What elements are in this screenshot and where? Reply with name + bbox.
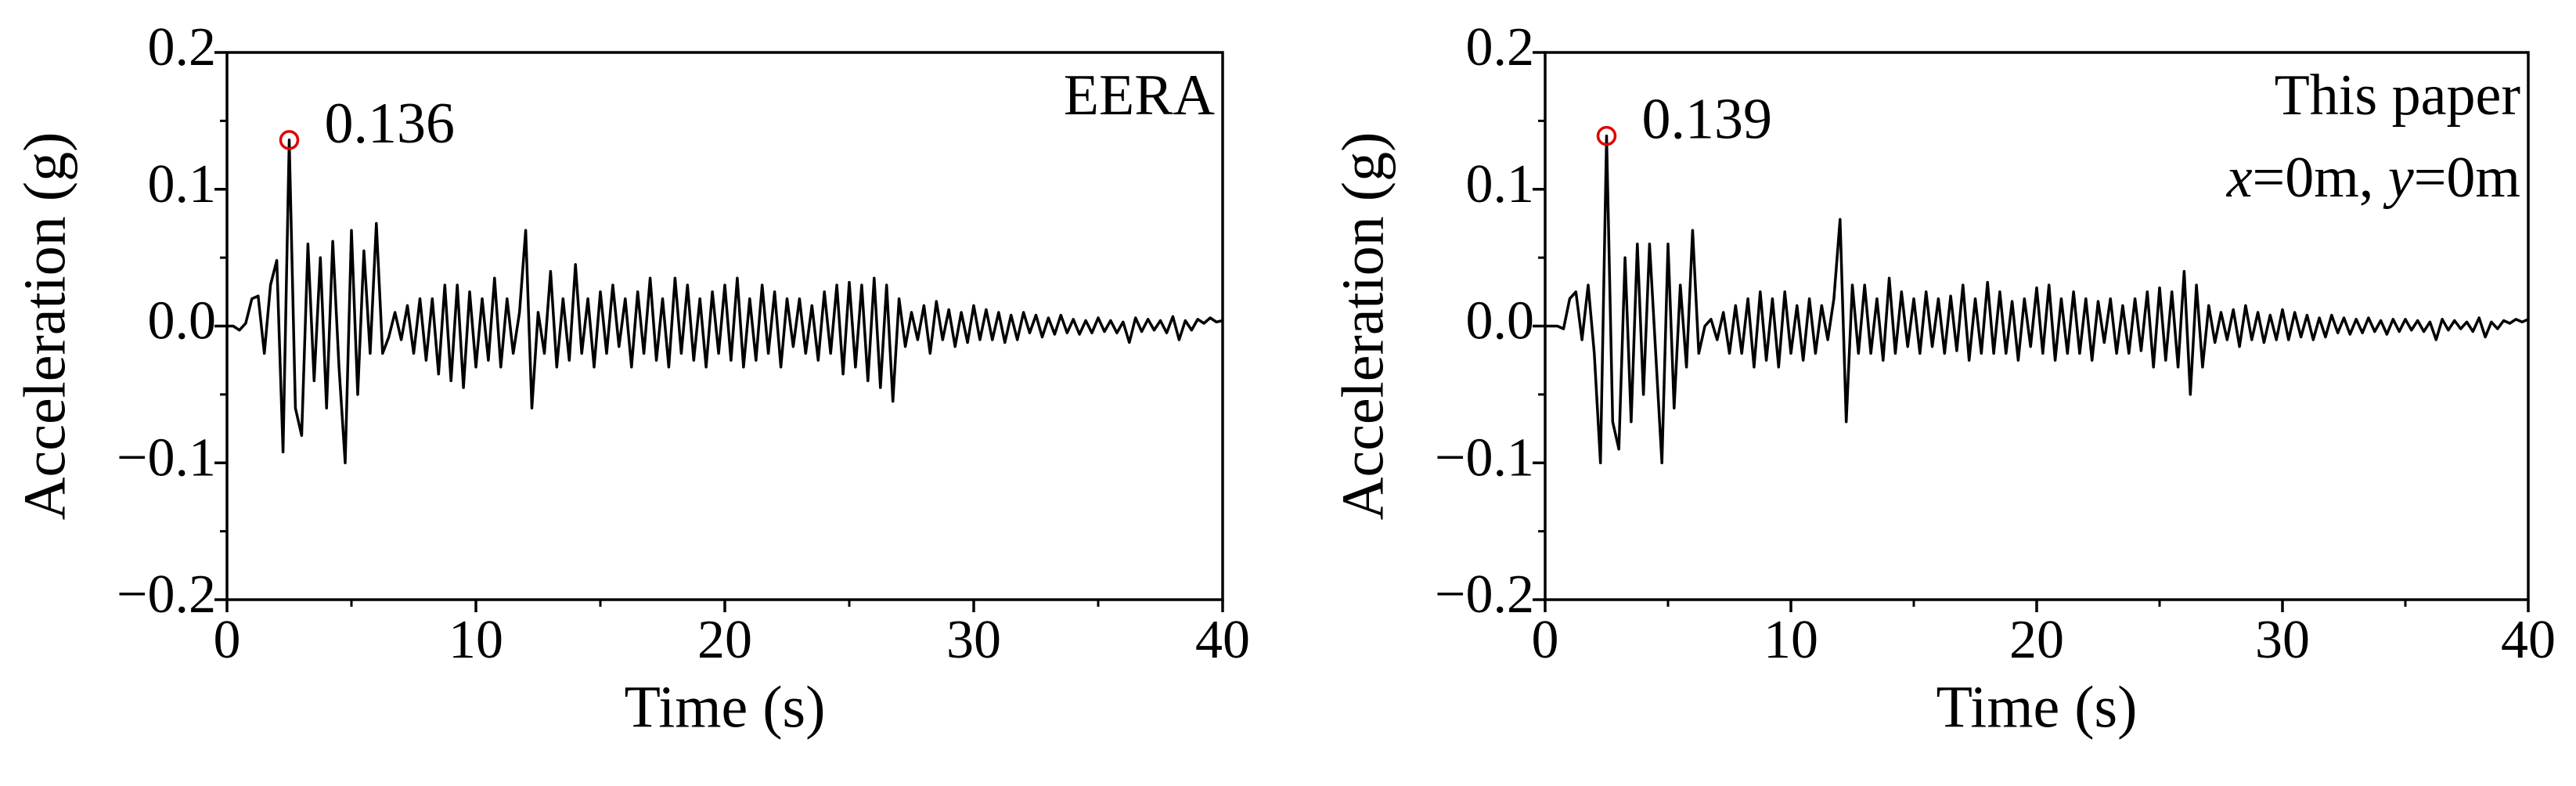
y-tick-label: 0.2 [1466,17,1535,78]
x-tick-label: 10 [449,610,503,670]
peak-marker [279,130,300,150]
x-tick-label: 40 [1195,610,1250,670]
data-line [227,139,1223,465]
x-axis-title: Time (s) [625,674,826,740]
x-tick-label: 30 [946,610,1001,670]
label-part: =0m [2414,146,2520,210]
y-tick-label: −0.2 [117,564,216,625]
label-part: x [2226,146,2253,210]
x-tick-label: 0 [214,610,241,670]
y-axis-title: Acceleration (g) [1330,132,1396,521]
y-tick-label: 0.1 [1466,154,1535,215]
y-tick-label: −0.2 [1435,564,1534,625]
label-part: y [2383,146,2414,210]
x-tick-label: 10 [1764,610,1818,670]
x-tick-label: 20 [2009,610,2064,670]
y-tick-label: −0.1 [1435,427,1534,488]
panel-label: EERA [1064,63,1215,128]
panel-label: x=0m, y=0m [2226,146,2520,210]
x-tick-label: 0 [1532,610,1559,670]
y-axis-title: Acceleration (g) [12,132,77,521]
x-tick-label: 20 [697,610,752,670]
y-tick-label: 0.2 [148,17,217,78]
y-tick-label: 0.0 [1466,291,1535,352]
panel-label: This paper [2275,63,2520,128]
x-axis-title: Time (s) [1937,674,2138,740]
data-line [1545,134,2529,465]
peak-label: 0.136 [325,92,456,156]
y-tick-label: 0.1 [148,154,217,215]
y-tick-label: −0.1 [117,427,216,488]
peak-label: 0.139 [1642,88,1773,152]
y-tick-label: 0.0 [148,291,217,352]
x-tick-label: 30 [2255,610,2310,670]
label-part: =0m, [2253,146,2388,210]
x-tick-label: 40 [2501,610,2556,670]
peak-marker [1596,125,1617,146]
